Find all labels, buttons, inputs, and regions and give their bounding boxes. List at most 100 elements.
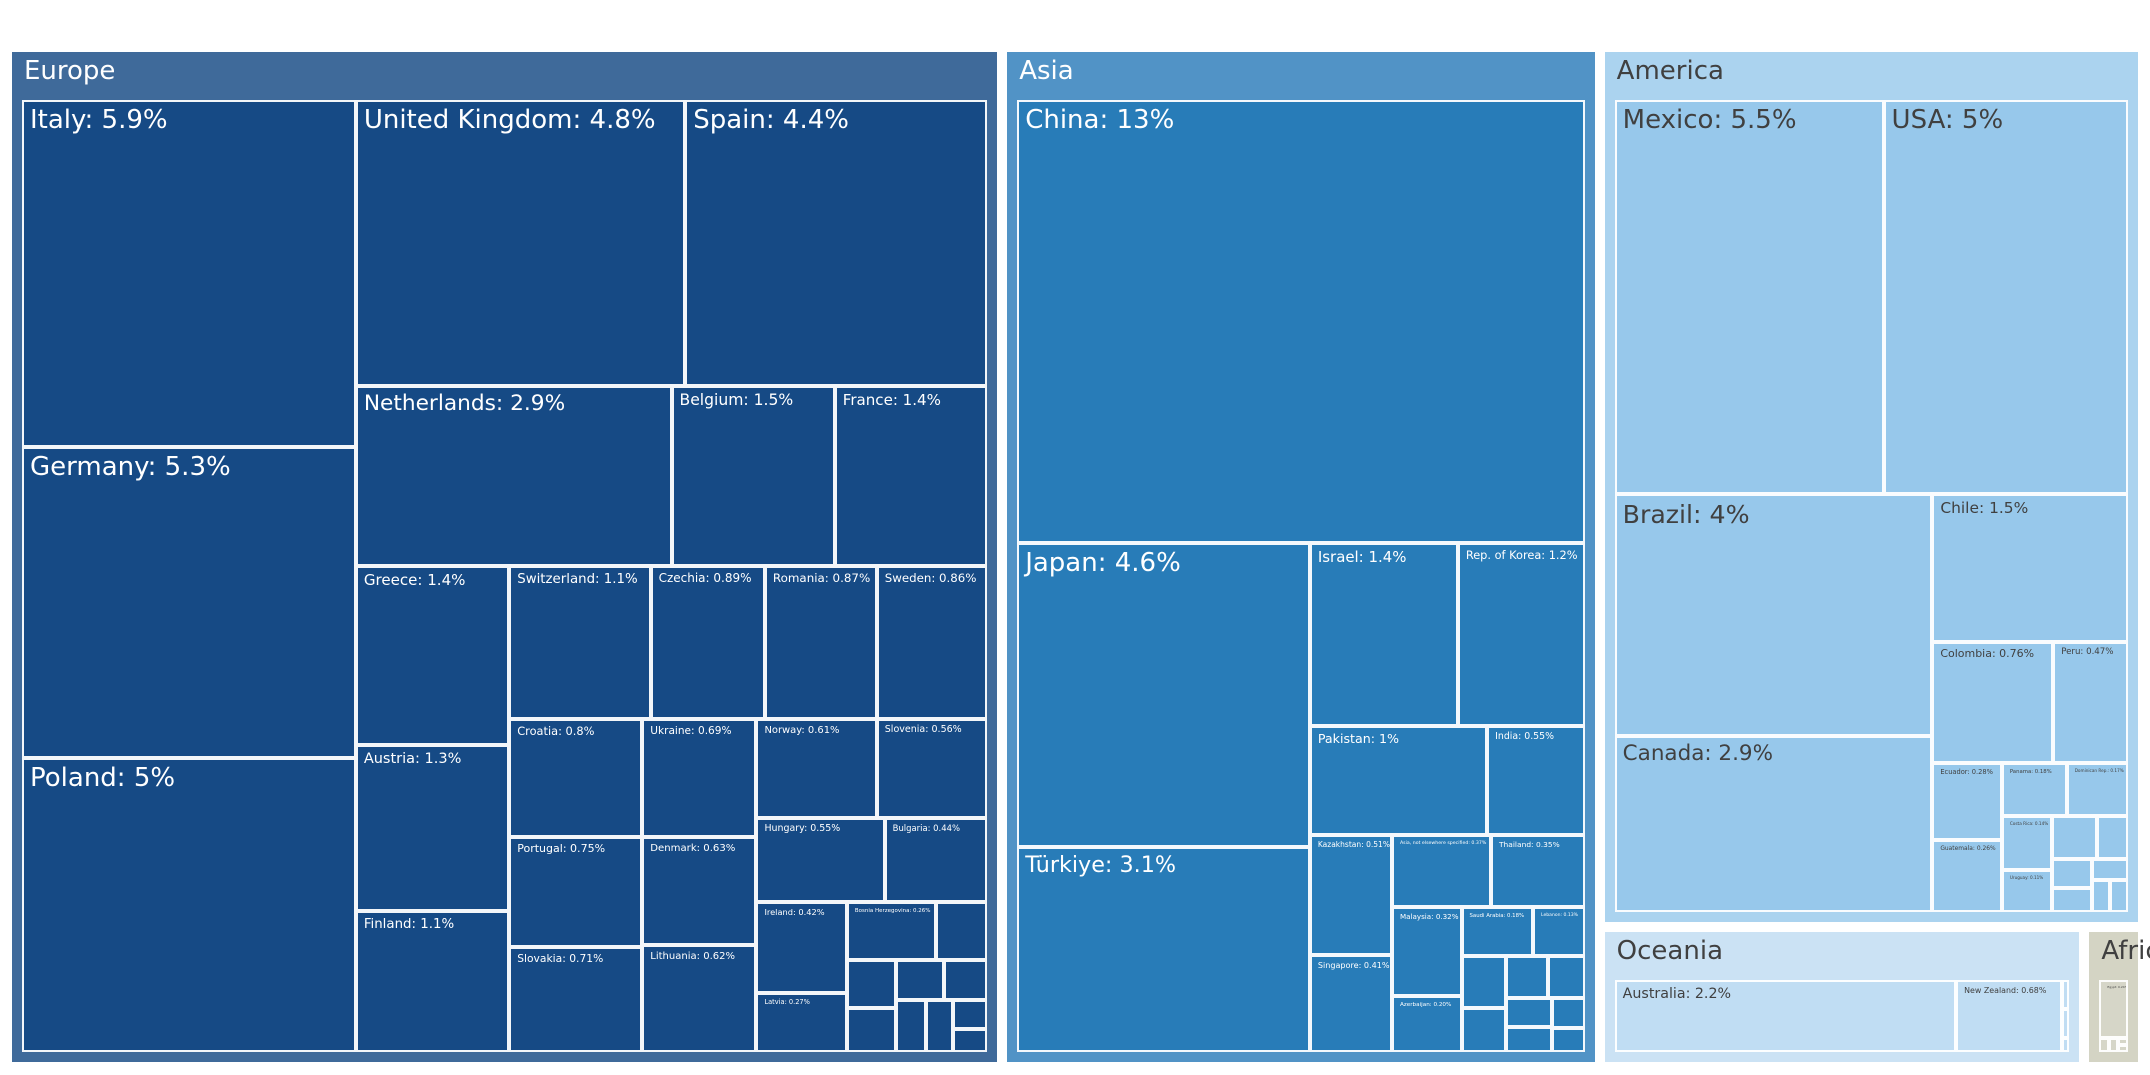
tile-label: Japan: 4.6% (1025, 548, 1181, 579)
tile-belgium: Belgium: 1.5% (671, 385, 835, 567)
tile-kazakhstan: Kazakhstan: 0.51% (1309, 835, 1392, 956)
tile-colombia: Colombia: 0.76% (1932, 641, 2054, 763)
tile-dominican-rep: Dominican Rep.: 0.17% (2066, 762, 2128, 816)
tile-label: Israel: 1.4% (1317, 548, 1407, 567)
tile-lithuania: Lithuania: 0.62% (642, 945, 757, 1052)
group-label: Europe (24, 56, 116, 86)
tile-unlabeled (2051, 888, 2092, 913)
group-label: Africa (2101, 936, 2150, 967)
tile-label: USA: 5% (1891, 105, 2004, 135)
tile-ireland: Ireland: 0.42% (756, 902, 847, 994)
tile-japan: Japan: 4.6% (1017, 543, 1310, 848)
tile-label: Greece: 1.4% (363, 571, 466, 590)
tile-portugal: Portugal: 0.75% (509, 836, 643, 948)
tile-label: Pakistan: 1% (1317, 731, 1400, 747)
tile-label: Spain: 4.4% (693, 105, 849, 135)
tile-label: Peru: 0.47% (2061, 646, 2114, 657)
tile-unlabeled (2099, 1037, 2109, 1052)
tile-unlabeled (895, 959, 944, 1001)
tile-mexico: Mexico: 5.5% (1614, 100, 1884, 494)
tile-unlabeled (2061, 980, 2070, 1009)
tile-label: Croatia: 0.8% (517, 723, 595, 738)
tile-label: Poland: 5% (30, 763, 176, 794)
tile-label: Norway: 0.61% (764, 724, 840, 736)
tile-label: Germany: 5.3% (30, 451, 231, 482)
group-africa: Africa Egypt: 0.24% (2089, 932, 2150, 1062)
tile-unlabeled (943, 959, 988, 1001)
group-asia: Asia China: 13% Japan: 4.6% Türkiye: 3.1% Is… (1007, 52, 1595, 1062)
tile-peru: Peru: 0.47% (2053, 641, 2128, 763)
tile-unlabeled (846, 1007, 896, 1052)
tile-label: Australia: 2.2% (1622, 986, 1731, 1003)
tile-china: China: 13% (1017, 100, 1585, 544)
tile-thailand: Thailand: 0.35% (1490, 835, 1585, 908)
tile-unlabeled (2051, 859, 2092, 888)
tile-label: Romania: 0.87% (772, 571, 871, 586)
tile-australia: Australia: 2.2% (1614, 980, 1957, 1052)
tile-ecuador: Ecuador: 0.28% (1932, 762, 2002, 841)
tile-unlabeled (2051, 816, 2097, 860)
tile-label: Sweden: 0.86% (884, 571, 977, 586)
tile-label: Thailand: 0.35% (1498, 840, 1560, 850)
tile-unlabeled (935, 902, 988, 960)
tile-canada: Canada: 2.9% (1614, 736, 1933, 913)
tile-greece: Greece: 1.4% (355, 566, 510, 746)
tile-austria: Austria: 1.3% (355, 745, 510, 912)
tile-label: Latvia: 0.27% (764, 998, 810, 1007)
tile-label: Portugal: 0.75% (517, 841, 606, 855)
tile-label: Azerbaijan: 0.20% (1399, 1002, 1452, 1009)
tile-egypt: Egypt: 0.24% (2099, 980, 2128, 1038)
tile-label: Rep. of Korea: 1.2% (1465, 548, 1578, 563)
tile-italy: Italy: 5.9% (22, 100, 356, 447)
tile-label: France: 1.4% (842, 390, 941, 409)
tile-label: Austria: 1.3% (363, 751, 462, 768)
tile-new-zealand: New Zealand: 0.68% (1956, 980, 2062, 1052)
tile-unlabeled (2118, 1044, 2128, 1052)
tile-unlabeled (895, 1000, 927, 1052)
tile-unlabeled (1552, 1027, 1585, 1052)
tile-germany: Germany: 5.3% (22, 446, 356, 759)
tile-chile: Chile: 1.5% (1932, 493, 2128, 642)
tile-label: Chile: 1.5% (1940, 498, 2029, 517)
tile-label: Canada: 2.9% (1622, 741, 1773, 767)
tile-brazil: Brazil: 4% (1614, 493, 1933, 737)
tile-label: Ireland: 0.42% (764, 907, 825, 918)
tile-croatia: Croatia: 0.8% (509, 718, 643, 837)
group-label: Asia (1019, 56, 1074, 86)
tile-azerbaijan: Azerbaijan: 0.20% (1391, 996, 1462, 1052)
tile-label: Dominican Rep.: 0.17% (2074, 767, 2124, 773)
group-america: America Mexico: 5.5% USA: 5% Brazil: 4% Cana… (1604, 52, 2138, 923)
tile-label: Denmark: 0.63% (650, 843, 736, 855)
tile-label: Hungary: 0.55% (764, 823, 841, 835)
tile-label: New Zealand: 0.68% (1964, 986, 2047, 996)
tile-unlabeled (2061, 1037, 2070, 1052)
tile-bulgaria: Bulgaria: 0.44% (884, 818, 988, 903)
tile-malaysia: Malaysia: 0.32% (1391, 907, 1462, 997)
tile-label: India: 0.55% (1495, 731, 1554, 743)
tile-unlabeled (2096, 816, 2128, 860)
tile-india: India: 0.55% (1487, 726, 1585, 836)
tile-unlabeled (1552, 997, 1585, 1028)
tile-poland: Poland: 5% (22, 758, 356, 1052)
tile-label: Guatemala: 0.26% (1940, 845, 1996, 853)
tile-singapore: Singapore: 0.41% (1309, 955, 1392, 1052)
tile-unlabeled (1547, 956, 1585, 998)
tile-label: Belgium: 1.5% (679, 390, 794, 409)
tile-label: Türkiye: 3.1% (1025, 852, 1177, 879)
tile-t-rkiye: Türkiye: 3.1% (1017, 847, 1310, 1052)
tile-label: Malaysia: 0.32% (1399, 912, 1459, 922)
tile-saudi-arabia: Saudi Arabia: 0.18% (1461, 907, 1534, 957)
tile-label: Mexico: 5.5% (1622, 105, 1797, 135)
tile-switzerland: Switzerland: 1.1% (509, 566, 651, 719)
tile-unlabeled (952, 1000, 988, 1030)
tile-unlabeled (1505, 997, 1553, 1028)
tile-unlabeled (1461, 956, 1506, 1009)
tile-asia-not-elsewhere-specified: Asia, not elsewhere specified: 0.37% (1391, 835, 1491, 908)
tile-label: Costa Rica: 0.14% (2009, 821, 2049, 826)
tile-label: Panama: 0.18% (2009, 768, 2052, 775)
tile-lebanon: Lebanon: 0.13% (1533, 907, 1585, 957)
tile-label: Bulgaria: 0.44% (892, 823, 960, 834)
tile-label: Saudi Arabia: 0.18% (1469, 913, 1525, 920)
tile-label: Lithuania: 0.62% (650, 951, 736, 963)
